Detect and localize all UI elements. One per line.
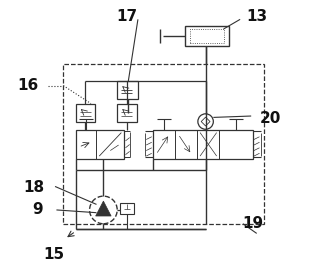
Text: 19: 19 [242, 216, 263, 231]
Text: 17: 17 [116, 9, 138, 24]
Bar [185, 26, 229, 45]
Polygon shape [96, 201, 111, 216]
Text: 9: 9 [32, 203, 42, 217]
Text: 15: 15 [43, 247, 64, 262]
Bar [153, 130, 252, 159]
Text: 16: 16 [17, 78, 38, 93]
Bar [117, 104, 137, 122]
Text: 18: 18 [24, 180, 45, 195]
Bar [120, 203, 134, 214]
Bar [76, 104, 95, 122]
Bar [117, 81, 138, 99]
Bar [63, 64, 264, 224]
Text: 20: 20 [260, 111, 281, 126]
Bar [76, 130, 124, 159]
Bar [190, 29, 223, 43]
Text: 13: 13 [246, 9, 267, 24]
